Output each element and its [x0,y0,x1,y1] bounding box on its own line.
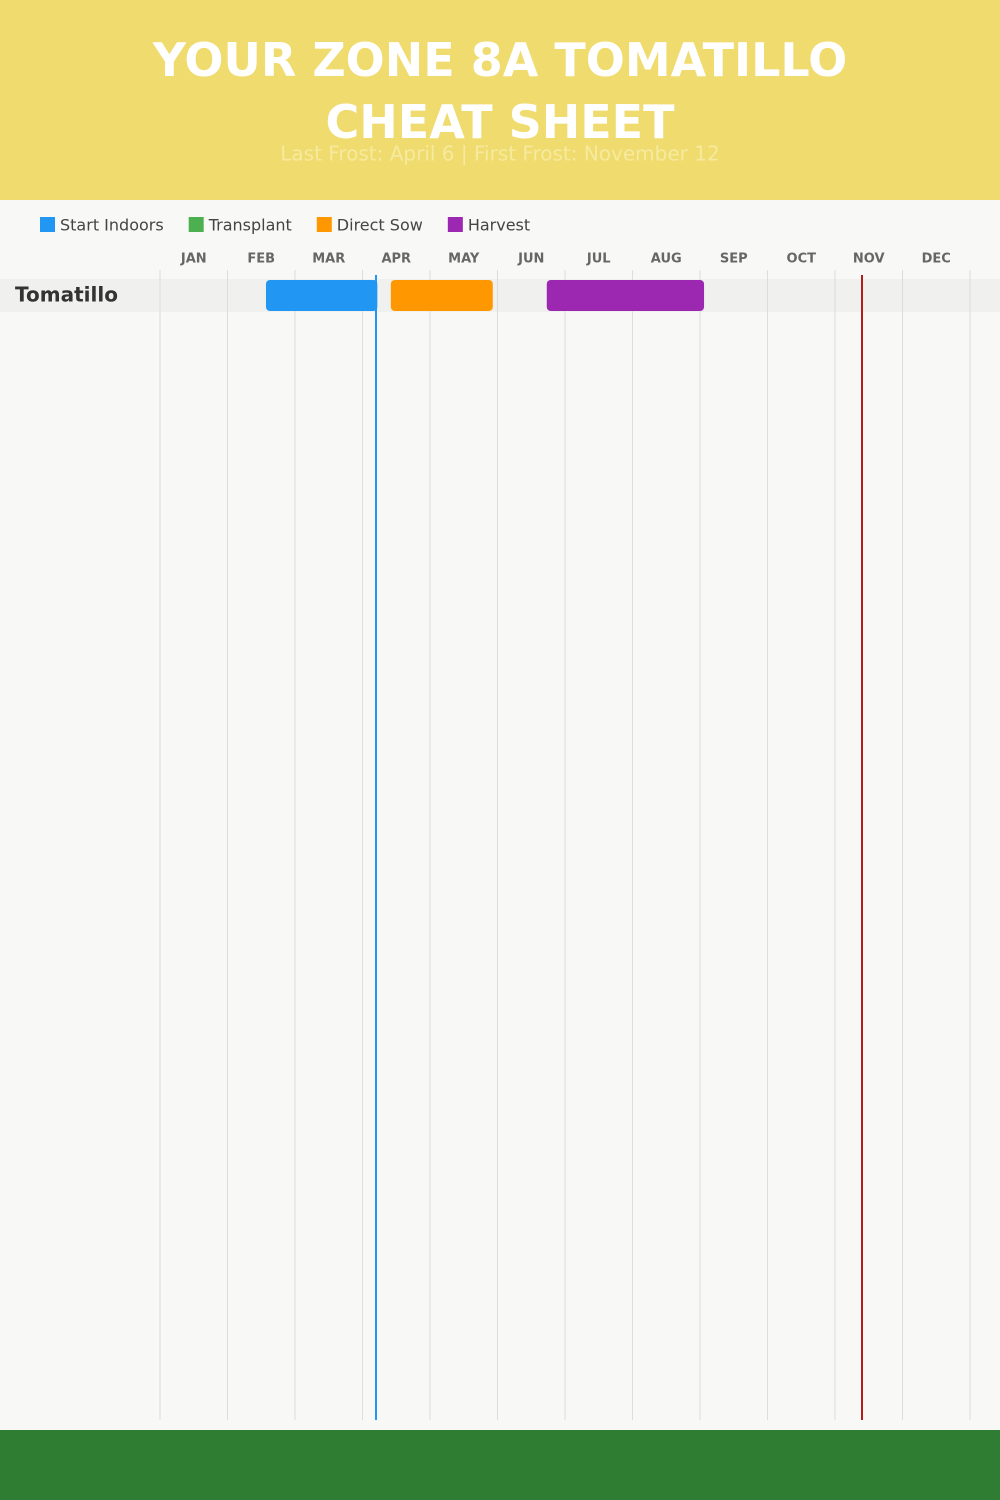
legend-label: Transplant [208,216,292,235]
header [0,0,1000,200]
chart-subtitle: Last Frost: April 6 | First Frost: Novem… [280,142,719,166]
bar [390,280,493,311]
legend-swatch [447,217,463,232]
chart-title: YOUR ZONE 8A TOMATILLO CHEAT SHEET [152,33,847,149]
legend-swatch [40,217,55,232]
x-tick-label: SEP [720,252,748,267]
legend-label: Harvest [468,216,530,235]
legend-swatch [188,217,204,232]
x-tick-label: DEC [922,252,951,267]
x-tick-label: MAR [312,252,345,267]
x-tick-label: OCT [787,252,817,267]
legend-label: Direct Sow [337,216,423,235]
row-band [0,279,1000,312]
footer-band [0,1430,1000,1500]
legend-swatch [316,217,332,232]
x-tick-label: MAY [448,252,480,267]
x-tick-label: FEB [247,252,275,267]
bar [265,280,378,311]
bar [546,280,705,311]
row-label: Tomatillo [15,283,118,307]
legend-label: Start Indoors [60,216,164,235]
x-tick-label: JUL [586,252,611,267]
x-tick-label: JAN [180,252,207,267]
x-tick-label: JUN [517,252,544,267]
x-tick-label: NOV [853,252,885,267]
x-tick-label: AUG [651,252,682,267]
x-tick-label: APR [381,252,411,267]
